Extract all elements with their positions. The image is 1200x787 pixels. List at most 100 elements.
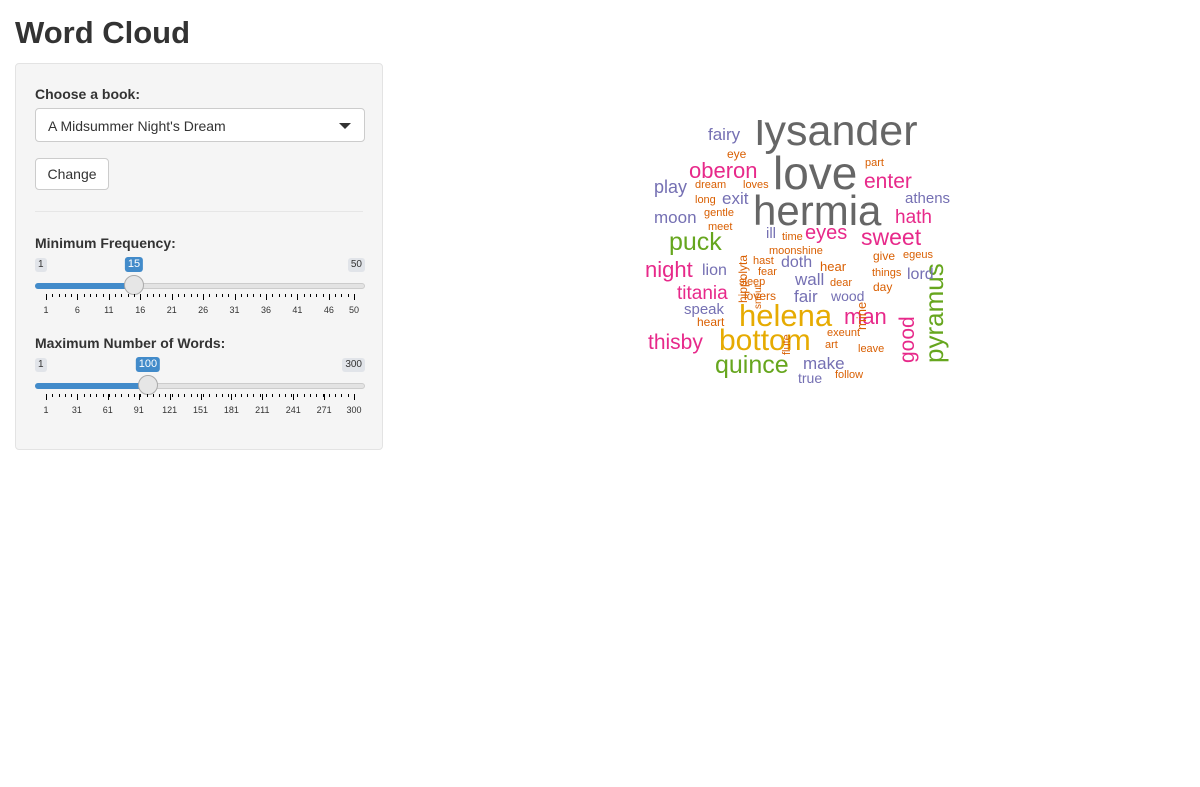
word-mine: mine [854,301,869,330]
change-button[interactable]: Change [35,158,109,190]
slider-tick [259,394,261,397]
slider-major-tick [231,394,233,400]
slider-major-tick [203,294,205,300]
slider-tick [209,294,211,297]
book-select[interactable]: A Midsummer Night's Dream [35,108,365,142]
slider-tick [347,394,349,397]
divider [35,211,363,212]
slider-tick-label: 121 [162,405,178,415]
word-eyes: eyes [805,222,848,244]
slider-tick [228,294,230,297]
word-heart: heart [697,315,725,329]
slider-tick [253,294,255,297]
slider-tick [316,394,318,397]
slider-tick [341,394,343,397]
word-man: man [844,304,887,329]
slider-tick [83,394,85,397]
slider-tick [152,294,154,297]
word-quince: quince [715,351,789,379]
slider-tick [77,394,79,397]
slider-tick-label: 91 [133,405,144,415]
slider-tick-label: 6 [74,305,80,315]
slider-major-tick [324,394,326,400]
slider-tick [322,294,324,297]
word-ill: ill [766,225,776,242]
slider-tick [102,394,104,397]
word-art: art [825,339,838,351]
min-frequency-slider[interactable]: 1 50 15 1 6 11 16 21 26 31 36 41 46 50 [35,257,365,338]
slider-tick [222,294,223,297]
slider-tick [310,294,311,297]
word-fairy: fairy [708,125,741,144]
chevron-down-icon [339,123,351,129]
word-time: time [782,231,803,243]
word-hath: hath [895,207,932,228]
slider-tick [90,294,91,297]
slider-min-label: 1 [35,358,47,372]
slider-tick [215,294,217,297]
slider-tick [115,294,117,297]
slider-tick [253,394,255,397]
word-flute: flute [781,334,793,355]
slider-tick [234,394,236,397]
slider-tick [335,394,337,397]
word-thisby: thisby [648,331,703,354]
word-lovers: lovers [744,289,777,303]
slider-tick-label: 41 [292,305,303,315]
slider-tick [247,294,249,297]
slider-tick [190,394,192,397]
word-sweet: sweet [861,224,922,250]
slider-tick [196,394,198,397]
word-eye: eye [727,147,747,161]
word-puck: puck [669,228,722,256]
slider-value-bubble: 15 [124,257,144,272]
slider-tick-label: 211 [255,405,270,415]
word-part: part [865,157,884,169]
word-sleep: sleep [739,276,766,288]
word-long: long [695,194,716,206]
slider-tick [284,294,286,297]
slider-tick [121,294,123,297]
word-leave: leave [858,343,885,355]
slider-tick [58,294,60,297]
slider-tick [71,294,73,297]
max-words-slider[interactable]: 1 300 100 1 31 61 91 121 151 181 211 241 271 300 [35,357,365,438]
word-gentle: gentle [704,207,734,219]
word-true: true [798,370,823,386]
word-loves: loves [743,179,769,191]
slider-tick [134,394,135,397]
slider-handle[interactable] [137,375,158,395]
slider-major-tick [293,394,295,400]
slider-tick [278,294,280,297]
slider-handle[interactable] [124,275,144,295]
slider-tick [190,294,192,297]
word-hear: hear [820,259,847,274]
slider-tick-label: 46 [323,305,334,315]
word-make: make [803,354,845,373]
slider-max-label: 300 [342,358,365,372]
slider-tick [165,294,167,297]
slider-tick [240,394,242,397]
word-night: night [645,257,693,282]
word-dear: dear [830,277,853,289]
slider-min-label: 1 [35,258,47,272]
word-lord: lord [907,266,934,283]
slider-tick [222,394,223,397]
max-words-label: Maximum Number of Words: [35,335,226,351]
page-title: Word Cloud [15,15,191,50]
slider-tick [90,394,91,397]
slider-tick [303,394,305,397]
word-speak: speak [684,301,725,318]
slider-tick [215,394,217,397]
slider-major-tick [328,294,330,300]
slider-tick [146,394,148,397]
slider-tick [341,294,343,297]
slider-tick [247,394,249,397]
slider-tick [209,394,211,397]
slider-tick [328,394,330,397]
slider-major-tick [354,294,355,300]
word-love: love [773,147,858,199]
slider-tick-label: 16 [135,305,146,315]
slider-tick [71,394,73,397]
min-frequency-label: Minimum Frequency: [35,235,176,251]
